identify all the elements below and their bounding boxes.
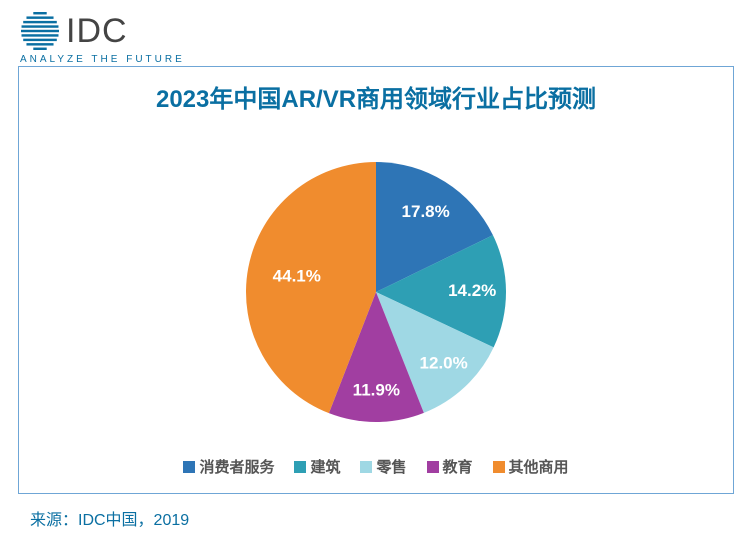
legend-label: 零售 bbox=[376, 456, 406, 477]
chart-container: 2023年中国AR/VR商用领域行业占比预测 17.8% 14.2% 12.0% 11… bbox=[18, 66, 734, 494]
legend-item: 零售 bbox=[360, 456, 406, 477]
legend-item: 其他商用 bbox=[493, 456, 569, 477]
legend-label: 教育 bbox=[443, 456, 473, 477]
idc-tagline: ANALYZE THE FUTURE bbox=[20, 54, 185, 65]
idc-logo-row: IDC bbox=[20, 10, 185, 52]
legend-item: 消费者服务 bbox=[183, 456, 274, 477]
pie-chart: 17.8% 14.2% 12.0% 11.9% 44.1% bbox=[231, 147, 521, 437]
legend-swatch bbox=[427, 461, 439, 473]
legend-label: 其他商用 bbox=[509, 456, 569, 477]
legend-item: 教育 bbox=[427, 456, 473, 477]
legend-swatch bbox=[183, 461, 195, 473]
pie-slice-label: 12.0% bbox=[420, 354, 468, 373]
legend-label: 消费者服务 bbox=[199, 456, 274, 477]
chart-legend: 消费者服务 建筑 零售 教育 其他商用 bbox=[19, 456, 733, 477]
legend-label: 建筑 bbox=[310, 456, 340, 477]
legend-swatch bbox=[493, 461, 505, 473]
idc-logo: IDC ANALYZE THE FUTURE bbox=[20, 10, 185, 65]
chart-title: 2023年中国AR/VR商用领域行业占比预测 bbox=[19, 79, 733, 114]
idc-globe-icon bbox=[20, 10, 60, 52]
pie-slice-label: 14.2% bbox=[448, 281, 496, 300]
source-text: 来源：IDC中国，2019 bbox=[30, 506, 189, 530]
legend-swatch bbox=[360, 461, 372, 473]
idc-logo-text: IDC bbox=[66, 12, 128, 51]
pie-slice-label: 17.8% bbox=[402, 202, 450, 221]
pie-slice-label: 44.1% bbox=[273, 267, 321, 286]
pie-slice-label: 11.9% bbox=[353, 380, 400, 399]
legend-swatch bbox=[294, 461, 306, 473]
legend-item: 建筑 bbox=[294, 456, 340, 477]
